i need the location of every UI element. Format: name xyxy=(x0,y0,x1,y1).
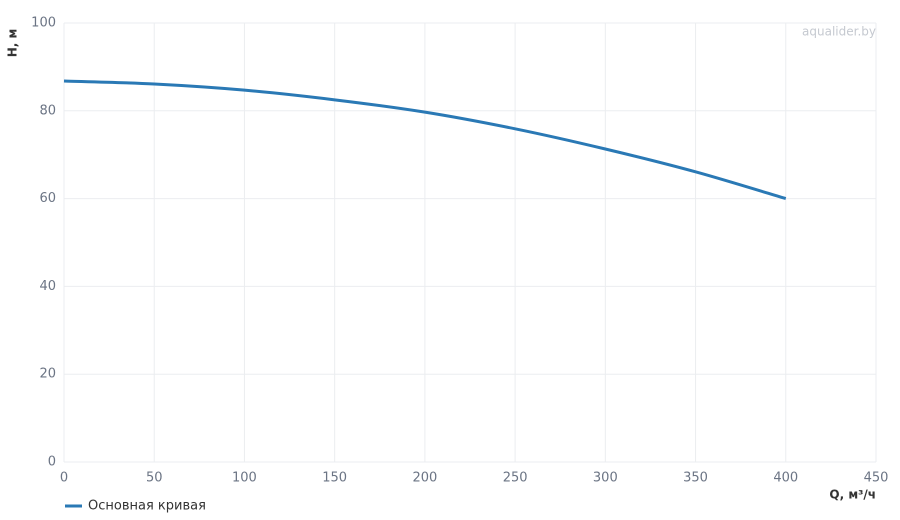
y-axis-label: H, м xyxy=(6,29,20,58)
x-tick-label: 50 xyxy=(146,471,163,486)
y-tick-label: 100 xyxy=(31,16,56,31)
watermark: aqualider.by xyxy=(802,25,876,39)
x-tick-label: 450 xyxy=(864,471,889,486)
x-tick-label: 0 xyxy=(60,471,68,486)
y-tick-label: 60 xyxy=(39,191,56,206)
x-tick-label: 200 xyxy=(412,471,437,486)
x-tick-label: 150 xyxy=(322,471,347,486)
x-tick-label: 300 xyxy=(593,471,618,486)
line xyxy=(63,79,787,201)
y-tick-label: 80 xyxy=(39,103,56,118)
x-axis-label: Q, м³/ч xyxy=(829,488,876,502)
x-tick-label: 400 xyxy=(773,471,798,486)
y-tick-label: 40 xyxy=(39,279,56,294)
legend-label: Основная кривая xyxy=(88,499,206,514)
y-tick-label: 20 xyxy=(39,367,56,382)
x-tick-label: 250 xyxy=(503,471,528,486)
x-tick-label: 100 xyxy=(232,471,257,486)
y-tick-label: 0 xyxy=(48,455,56,470)
x-tick-label: 350 xyxy=(683,471,708,486)
